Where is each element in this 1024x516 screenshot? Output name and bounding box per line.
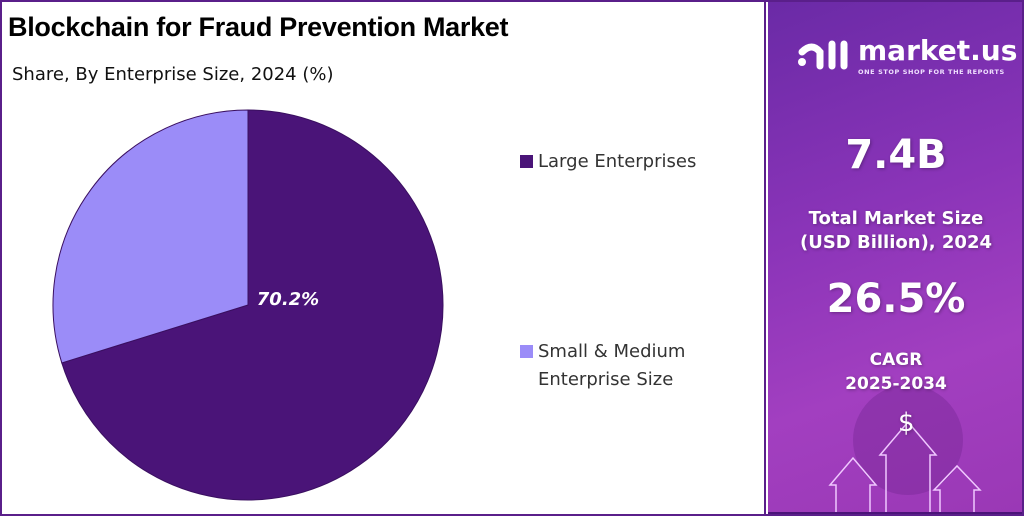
legend-item-sme: Small & Medium Enterprise Size [520, 338, 685, 394]
legend-item-large-enterprises: Large Enterprises [520, 148, 696, 176]
cagr-value: 26.5% [826, 276, 966, 322]
logo-mark-icon [798, 40, 848, 70]
legend-swatch [520, 345, 533, 358]
legend-label-line2: Enterprise Size [538, 369, 674, 390]
pie-slice-sme [52, 109, 249, 364]
pie-slice-large-enterprises [61, 109, 444, 501]
dollar-icon: $ [898, 408, 915, 438]
chart-area: Blockchain for Fraud Prevention Market S… [8, 0, 766, 516]
legend-label: Large Enterprises [538, 151, 697, 172]
growth-arrows-icon [828, 385, 982, 516]
cagr-label: CAGR [869, 350, 923, 370]
legend-swatch [520, 155, 533, 168]
pie-chart: 70.2% [52, 109, 444, 501]
market-size-value: 7.4B [845, 132, 947, 178]
data-label: 70.2% [257, 289, 319, 310]
legend-label: Small & Medium [538, 341, 686, 362]
chart-title: Blockchain for Fraud Prevention Market [8, 12, 509, 42]
market-size-label: Total Market Size [808, 208, 984, 229]
cagr-period: 2025-2034 [845, 374, 947, 394]
market-size-label-2: (USD Billion), 2024 [799, 232, 993, 253]
summary-panel: market.us ONE STOP SHOP FOR THE REPORTS … [768, 0, 1024, 516]
chart-subtitle: Share, By Enterprise Size, 2024 (%) [12, 64, 334, 85]
market-us-logo: market.us ONE STOP SHOP FOR THE REPORTS [796, 34, 1017, 76]
